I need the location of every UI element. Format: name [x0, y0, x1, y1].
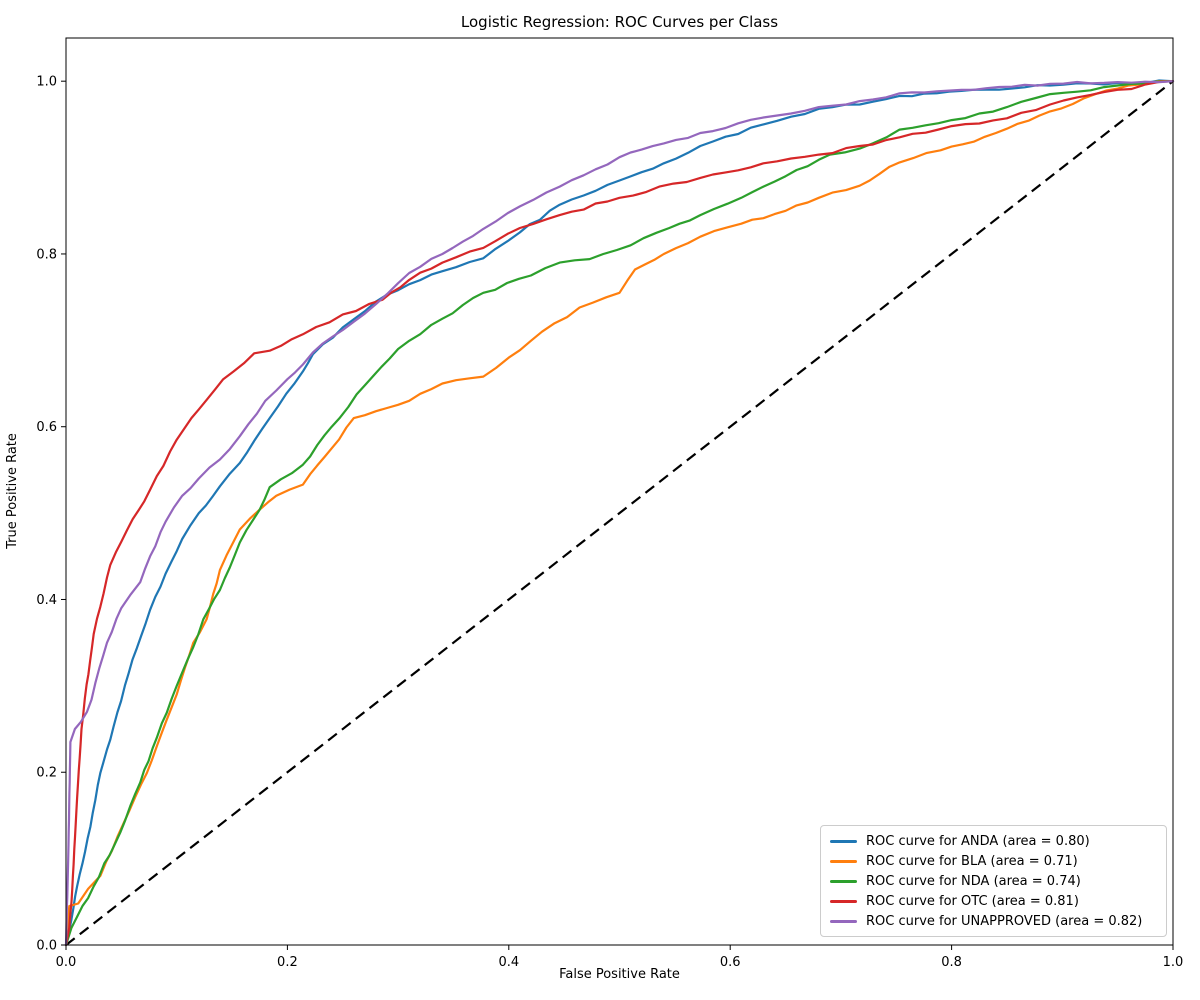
roc-curve-nda — [64, 80, 1175, 947]
legend-label: ROC curve for UNAPPROVED (area = 0.82) — [866, 913, 1143, 929]
legend-label: ROC curve for BLA (area = 0.71) — [866, 853, 1078, 869]
y-tick-label: 0.4 — [36, 593, 57, 608]
x-tick-label: 0.6 — [720, 955, 741, 970]
y-axis-label: True Positive Rate — [5, 433, 20, 549]
x-axis-label: False Positive Rate — [559, 967, 680, 982]
roc-curve-bla — [64, 80, 1175, 947]
legend-label: ROC curve for NDA (area = 0.74) — [866, 873, 1081, 889]
legend-item-anda: ROC curve for ANDA (area = 0.80) — [830, 835, 1157, 848]
y-tick-label: 0.8 — [36, 247, 57, 262]
legend-line-swatch — [830, 879, 857, 883]
roc-curve-unapproved — [64, 80, 1175, 947]
diagonal-reference-line — [65, 80, 1174, 946]
y-tick-label: 0.6 — [36, 420, 57, 435]
x-tick-label: 0.2 — [277, 955, 298, 970]
y-tick-label: 0.2 — [36, 766, 57, 781]
roc-curve-otc — [64, 80, 1175, 947]
legend-line-swatch — [830, 899, 857, 903]
x-tick-label: 1.0 — [1163, 955, 1184, 970]
legend: ROC curve for ANDA (area = 0.80) ROC curv… — [820, 825, 1167, 937]
y-tick-label: 1.0 — [36, 75, 57, 90]
roc-curve-anda — [64, 79, 1175, 947]
y-tick-label: 0.0 — [36, 939, 57, 954]
legend-label: ROC curve for ANDA (area = 0.80) — [866, 833, 1090, 849]
legend-item-unapproved: ROC curve for UNAPPROVED (area = 0.82) — [830, 915, 1157, 928]
x-tick-label: 0.8 — [941, 955, 962, 970]
legend-item-bla: ROC curve for BLA (area = 0.71) — [830, 855, 1157, 868]
chart-title: Logistic Regression: ROC Curves per Clas… — [460, 13, 779, 31]
axes-spines — [65, 37, 1174, 946]
legend-label: ROC curve for OTC (area = 0.81) — [866, 893, 1079, 909]
legend-item-nda: ROC curve for NDA (area = 0.74) — [830, 875, 1157, 888]
x-tick-label: 0.4 — [498, 955, 519, 970]
legend-item-otc: ROC curve for OTC (area = 0.81) — [830, 895, 1157, 908]
x-tick-label: 0.0 — [56, 955, 77, 970]
legend-line-swatch — [830, 919, 857, 923]
legend-line-swatch — [830, 859, 857, 863]
legend-line-swatch — [830, 839, 857, 843]
